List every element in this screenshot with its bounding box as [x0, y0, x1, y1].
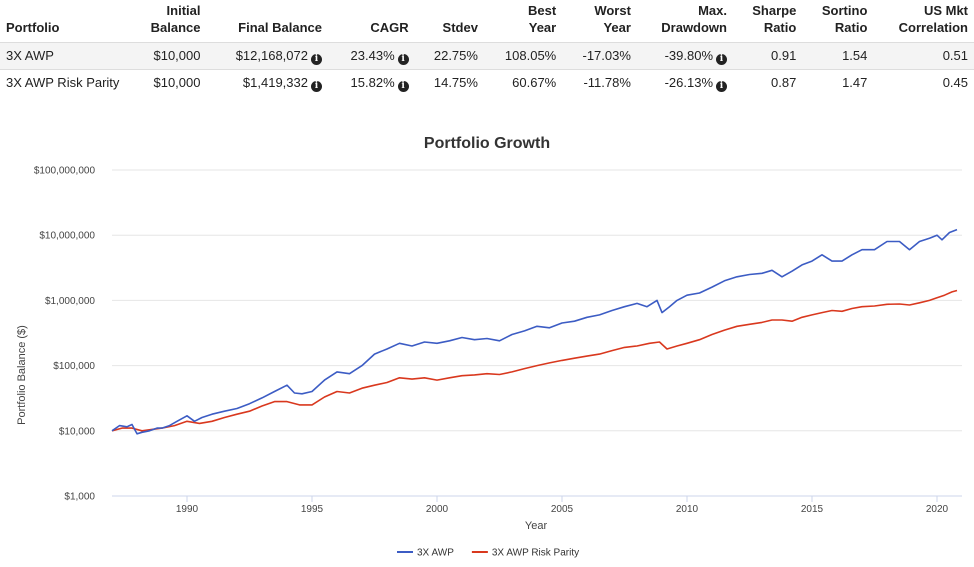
table-row: 3X AWP Risk Parity $10,000 $1,419,332 i 1… [0, 70, 974, 97]
cell-corr: 0.51 [873, 42, 974, 70]
x-tick-label: 2015 [801, 504, 824, 515]
y-tick-label: $10,000,000 [39, 231, 95, 242]
x-tick-label: 1990 [176, 504, 199, 515]
header-sharpe-ratio: Sharpe Ratio [733, 0, 803, 43]
info-icon[interactable]: i [310, 81, 322, 92]
info-icon[interactable]: i [397, 81, 409, 92]
y-tick-label: $100,000 [53, 361, 95, 372]
cell-stdev: 22.75% [414, 42, 484, 70]
cell-sharpe: 0.87 [771, 75, 797, 90]
info-icon[interactable]: i [716, 54, 727, 65]
cell-sharpe: 0.91 [733, 42, 803, 70]
header-worst-year: Worst Year [562, 0, 637, 43]
header-initial-balance: Initial Balance [130, 0, 207, 43]
header-stdev: Stdev [414, 0, 484, 43]
y-tick-label: $100,000,000 [34, 166, 96, 177]
header-us-mkt-correlation: US Mkt Correlation [873, 0, 974, 43]
cell-corr: 0.45 [942, 75, 968, 90]
cell-maxdd: -26.13% i [637, 70, 733, 97]
legend-item[interactable]: 3X AWP Risk Parity [471, 548, 579, 559]
cell-cagr: 15.82% i [328, 70, 415, 97]
cell-worst: -17.03% [562, 42, 637, 70]
cell-best: 108.05% [483, 42, 563, 70]
cell-portfolio[interactable]: 3X AWP [0, 42, 130, 70]
y-axis-ticks: $1,000 $10,000 $100,000 $1,000,000 $10,000,0… [34, 166, 96, 503]
table-row: 3X AWP $10,000 $12,168,072 i 23.43% i 22.7… [0, 42, 974, 70]
cell-initial: $10,000 [130, 42, 207, 70]
series-line-3x-awp[interactable] [111, 228, 958, 435]
y-tick-label: $1,000,000 [45, 296, 95, 307]
header-cagr: CAGR [327, 0, 415, 43]
x-tick-label: 1995 [301, 504, 324, 515]
cell-final-value: $12,168,072 [235, 48, 308, 63]
header-best-year: Best Year [483, 0, 563, 43]
cell-cagr: 23.43% i [327, 42, 415, 70]
cell-sortino: 1.54 [802, 42, 874, 70]
y-tick-label: $10,000 [59, 426, 96, 437]
header-final-balance: Final Balance [206, 0, 328, 43]
cell-maxdd-value: -26.13% [664, 75, 713, 90]
gridlines [112, 169, 962, 497]
portfolio-growth-chart: Portfolio Growth $1,000$10,000$100,000$1… [16, 135, 962, 559]
x-axis-label: Year [525, 520, 548, 532]
cell-worst: -11.78% [583, 75, 631, 90]
info-icon[interactable]: i [716, 81, 727, 92]
cell-initial: $10,000 [153, 75, 201, 90]
legend-label: 3X AWP [417, 548, 454, 559]
header-portfolio: Portfolio [0, 0, 130, 43]
stats-table: Portfolio Initial Balance Final Balance C… [0, 0, 974, 96]
x-tick-label: 2005 [551, 504, 574, 515]
series-lines [111, 228, 958, 435]
y-axis-label: Portfolio Balance ($) [16, 325, 28, 425]
cell-final-value: $1,419,332 [242, 75, 308, 90]
cell-sortino: 1.47 [842, 75, 868, 90]
cell-final: $12,168,072 i [206, 42, 328, 70]
x-tick-label: 2020 [926, 504, 949, 515]
legend-label: 3X AWP Risk Parity [492, 548, 579, 559]
x-tick-label: 2000 [426, 504, 449, 515]
header-sortino-ratio: Sortino Ratio [802, 0, 874, 43]
series-line-3x-awp-risk-parity[interactable] [111, 289, 958, 432]
cell-stdev: 14.75% [433, 75, 478, 90]
cell-final: $1,419,332 i [206, 70, 328, 97]
chart-title: Portfolio Growth [424, 135, 550, 152]
x-tick-label: 2010 [676, 504, 699, 515]
cell-cagr-value: 23.43% [350, 48, 395, 63]
stats-header-row: Portfolio Initial Balance Final Balance C… [0, 0, 974, 43]
y-tick-label: $1,000 [64, 492, 95, 503]
legend-item[interactable]: 3X AWP [397, 548, 454, 559]
legend: 3X AWP 3X AWP Risk Parity [397, 548, 579, 559]
info-icon[interactable]: i [310, 54, 322, 65]
cell-portfolio[interactable]: 3X AWP Risk Parity [6, 75, 120, 90]
cell-maxdd: -39.80% i [636, 42, 733, 70]
header-max-drawdown: Max. Drawdown [636, 0, 733, 43]
cell-maxdd-value: -39.80% [664, 48, 713, 63]
info-icon[interactable]: i [397, 54, 409, 65]
cell-best: 60.67% [512, 75, 557, 90]
x-axis-ticks: 1990 1995 2000 2005 2010 2015 2020 [176, 496, 949, 515]
cell-cagr-value: 15.82% [350, 75, 395, 90]
